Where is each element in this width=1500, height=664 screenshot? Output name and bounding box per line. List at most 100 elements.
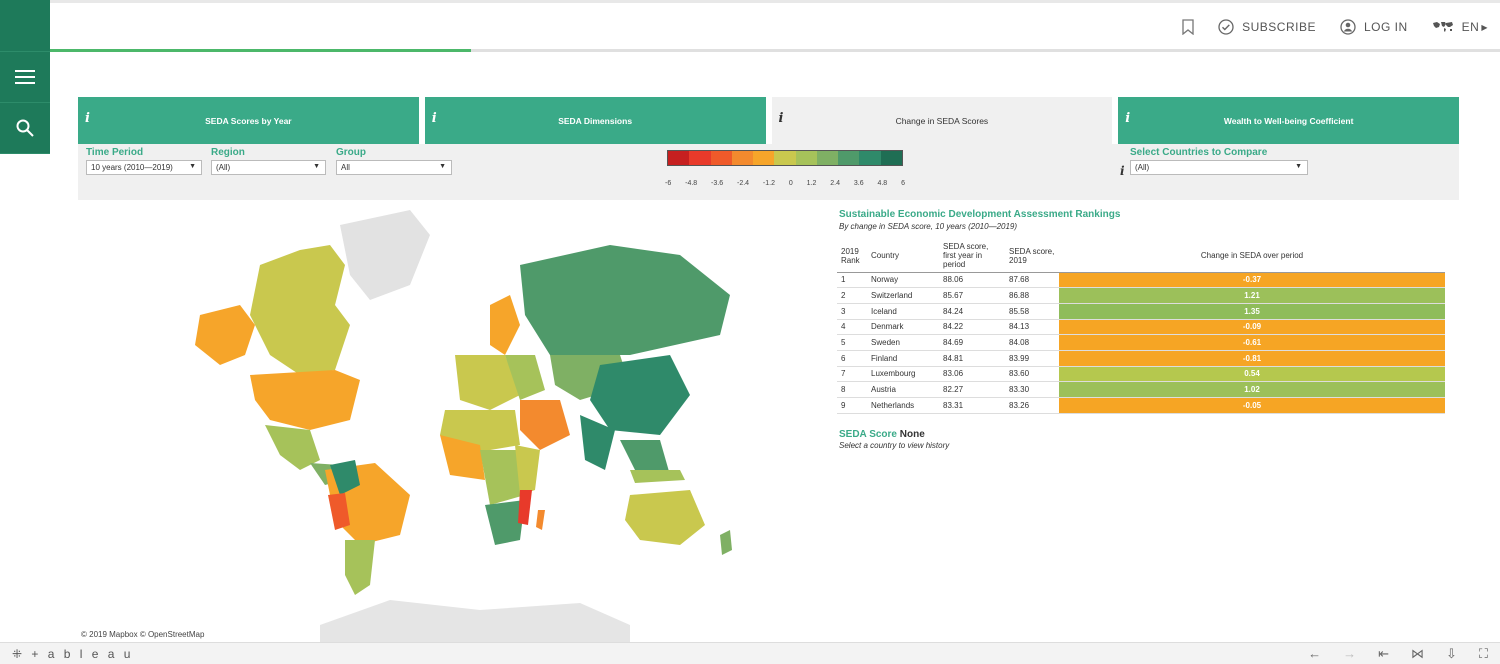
peru-shape[interactable]: [328, 493, 350, 530]
dropdown-caret-icon: ▼: [189, 163, 196, 170]
download-icon[interactable]: ⇩: [1445, 646, 1457, 661]
colombia-shape[interactable]: [330, 460, 360, 495]
mozambique-shape[interactable]: [518, 490, 532, 525]
central-africa-shape[interactable]: [480, 450, 525, 505]
language-selector[interactable]: EN ▶: [1432, 20, 1488, 34]
dashboard-tabs: i SEDA Scores by Year i SEDA Dimensions …: [78, 97, 1459, 144]
mexico-shape[interactable]: [265, 425, 320, 470]
login-link[interactable]: LOG IN: [1340, 19, 1408, 35]
table-row[interactable]: 3 Iceland 84.24 85.58 1.35: [837, 303, 1445, 320]
dropdown-caret-icon: ▼: [439, 163, 446, 170]
top-actions: SUBSCRIBE LOG IN EN ▶: [1182, 19, 1488, 35]
southern-africa-shape[interactable]: [485, 500, 525, 545]
table-row[interactable]: 5 Sweden 84.69 84.08 -0.61: [837, 334, 1445, 351]
legend-swatch: [880, 151, 902, 165]
legend-tick-label: 4.8: [877, 180, 888, 187]
top-bar: SUBSCRIBE LOG IN EN ▶: [50, 0, 1500, 52]
seda-score-value: None: [899, 429, 925, 440]
legend-tick-label: -3.6: [711, 180, 724, 187]
scandinavia-shape[interactable]: [490, 295, 520, 355]
western-europe-shape[interactable]: [455, 355, 520, 410]
antarctica-shape: [320, 600, 630, 645]
table-row[interactable]: 9 Netherlands 83.31 83.26 -0.05: [837, 397, 1445, 414]
region-select[interactable]: (All) ▼: [211, 160, 326, 175]
tab-label: SEDA Dimensions: [558, 115, 633, 126]
bookmark-icon[interactable]: [1182, 19, 1194, 35]
tab-label: Wealth to Well-being Coefficient: [1223, 115, 1354, 126]
usa-shape[interactable]: [250, 370, 360, 430]
time-period-select[interactable]: 10 years (2010—2019) ▼: [86, 160, 202, 175]
legend-swatch: [774, 151, 796, 165]
cell-first: 82.27: [939, 381, 1005, 398]
ranking-subtitle: By change in SEDA score, 10 years (2010—…: [839, 222, 1018, 231]
login-label: LOG IN: [1363, 20, 1408, 34]
table-row[interactable]: 2 Switzerland 85.67 86.88 1.21: [837, 287, 1445, 304]
legend-tick-label: -2.4: [736, 180, 750, 187]
info-icon[interactable]: i: [431, 111, 437, 126]
new-zealand-shape[interactable]: [720, 530, 732, 555]
undo-icon[interactable]: ←: [1308, 646, 1322, 661]
cell-rank: 4: [837, 319, 867, 336]
canada-shape[interactable]: [250, 245, 350, 375]
east-africa-shape[interactable]: [515, 445, 540, 495]
cell-change: 1.02: [1059, 381, 1445, 398]
alaska-shape[interactable]: [195, 305, 255, 365]
tab-change-in-seda-scores[interactable]: i Change in SEDA Scores: [771, 97, 1113, 144]
eastern-europe-shape[interactable]: [505, 355, 545, 400]
table-row[interactable]: 4 Denmark 84.22 84.13 -0.09: [837, 319, 1445, 336]
russia-shape[interactable]: [520, 245, 730, 355]
group-select[interactable]: All ▼: [336, 160, 452, 175]
seda-score-title: SEDA Score None: [839, 429, 925, 440]
cell-last: 83.26: [1005, 397, 1059, 414]
tab-seda-dimensions[interactable]: i SEDA Dimensions: [424, 97, 766, 144]
table-row[interactable]: 1 Norway 88.06 87.68 -0.37: [837, 272, 1445, 289]
info-icon[interactable]: i: [778, 111, 784, 126]
fullscreen-icon[interactable]: ⛶: [1478, 646, 1488, 661]
subscribe-link[interactable]: SUBSCRIBE: [1218, 19, 1316, 35]
col-rank-header: 2019 Rank: [837, 240, 867, 273]
west-africa-shape[interactable]: [440, 435, 485, 480]
dropdown-caret-icon: ▼: [313, 163, 320, 170]
ranking-title: Sustainable Economic Development Assessm…: [839, 209, 1121, 220]
cell-first: 83.06: [939, 366, 1005, 383]
south-america-south-shape[interactable]: [345, 540, 375, 595]
tableau-logo[interactable]: ⁜ + a b l e a u: [12, 647, 133, 661]
region-filter: Region (All) ▼: [211, 147, 326, 175]
seda-score-label: SEDA Score: [839, 429, 897, 440]
compare-select[interactable]: (All) ▼: [1130, 160, 1308, 175]
table-row[interactable]: 6 Finland 84.81 83.99 -0.81: [837, 350, 1445, 367]
legend-tick-label: 3.6: [853, 180, 864, 187]
table-row[interactable]: 8 Austria 82.27 83.30 1.02: [837, 381, 1445, 398]
menu-button[interactable]: [0, 52, 50, 103]
rail-logo-block: [0, 0, 50, 52]
group-label: Group: [336, 147, 366, 158]
share-icon[interactable]: ⋈: [1410, 646, 1424, 661]
greenland-shape: [340, 210, 430, 300]
cell-country: Denmark: [867, 319, 939, 336]
indonesia-shape[interactable]: [630, 470, 685, 483]
middle-east-shape[interactable]: [520, 400, 570, 450]
left-rail: [0, 0, 50, 156]
australia-shape[interactable]: [625, 490, 705, 545]
madagascar-shape[interactable]: [536, 510, 545, 530]
tab-seda-scores-by-year[interactable]: i SEDA Scores by Year: [78, 97, 419, 144]
legend-swatch: [795, 151, 817, 165]
cell-rank: 7: [837, 366, 867, 383]
info-icon[interactable]: i: [1120, 164, 1125, 178]
col-change-header: Change in SEDA over period: [1059, 240, 1445, 273]
cell-change: -0.81: [1059, 350, 1445, 367]
info-icon[interactable]: i: [1125, 111, 1131, 126]
legend-ticks: -6 -4.8 -3.6 -2.4 -1.2 0 1.2 2.4 3.6 4.8 6: [665, 180, 905, 187]
info-icon[interactable]: i: [85, 111, 90, 126]
cell-change: 1.21: [1059, 287, 1445, 304]
search-button[interactable]: [0, 103, 50, 154]
table-row[interactable]: 7 Luxembourg 83.06 83.60 0.54: [837, 366, 1445, 383]
revert-icon[interactable]: ⇤: [1378, 646, 1389, 661]
world-choropleth-map[interactable]: [160, 205, 750, 645]
india-shape[interactable]: [580, 415, 615, 470]
redo-icon[interactable]: →: [1343, 646, 1357, 661]
tab-wealth-to-wellbeing[interactable]: i Wealth to Well-being Coefficient: [1118, 97, 1459, 144]
cell-last: 84.13: [1005, 319, 1059, 336]
china-shape[interactable]: [590, 355, 690, 435]
legend-swatch: [859, 151, 881, 165]
